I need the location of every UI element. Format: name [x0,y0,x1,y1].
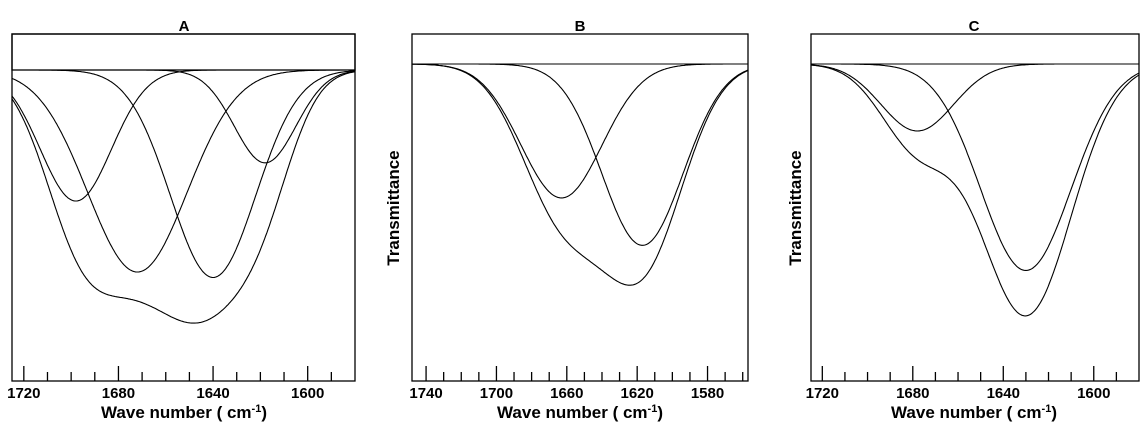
panel-c-y-axis-title: Transmittance [786,150,805,265]
panel-b-title: B [575,18,586,35]
panel-c-composite-spectrum [810,64,1140,317]
panel-a-composite-spectrum [11,71,356,324]
panel-a-plot-frame [11,33,356,382]
panel-b-y-axis-title: Transmittance [384,150,403,265]
panel-a-x-tick-label-1600: 1600 [291,385,324,402]
panel-c-plot-frame [810,33,1140,382]
panel-b-x-ticks [425,366,744,381]
panel-b: B Transmittance 1740 1700 1660 1620 1580 Wav… [384,18,749,422]
panel-b-component-band-1 [411,63,748,199]
panel-c-component-band-2 [811,63,1140,271]
panel-c-x-tick-label-1640: 1640 [987,385,1020,402]
panel-a-x-ticks [23,366,332,381]
panel-a-component-band-2 [11,69,355,273]
panel-a-x-axis-title-close: ) [261,403,267,422]
panel-c-x-tick-label-1720: 1720 [806,385,839,402]
panel-a-curves [11,69,356,324]
panel-b-x-tick-label-1620: 1620 [620,385,653,402]
panel-b-x-tick-label-1580: 1580 [691,385,724,402]
panel-b-curves [411,63,749,286]
panel-a-x-axis-title-text: Wave number ( cm [101,403,252,422]
panel-c-x-tick-label-1600: 1600 [1077,385,1110,402]
panel-a-title: A [179,18,190,35]
panel-c-curves [810,63,1140,317]
panel-a-x-tick-label-1720: 1720 [7,385,40,402]
panel-b-x-tick-label-1740: 1740 [409,385,442,402]
panel-c-title: C [969,18,980,35]
panel-a-component-band-3 [12,69,356,279]
panel-c: C Transmittance 1720 1680 1640 1600 Wave nu… [786,18,1140,422]
panel-a-x-tick-label-1640: 1640 [196,385,229,402]
panel-b-x-axis-title-text: Wave number ( cm [497,403,648,422]
panel-b-x-tick-labels: 1740 1700 1660 1620 1580 [409,385,724,402]
panel-a-x-tick-label-1680: 1680 [102,385,135,402]
panel-c-x-axis-title-sup: -1 [1042,403,1052,415]
panel-a-x-axis-title-sup: -1 [252,403,262,415]
panel-b-composite-spectrum [412,63,749,286]
panel-b-x-axis-title-close: ) [657,403,663,422]
panel-c-x-tick-labels: 1720 1680 1640 1600 [806,385,1111,402]
panel-b-x-axis-title: Wave number ( cm-1) [497,403,663,422]
panel-c-component-band-1 [810,63,1139,132]
panel-b-plot-frame [411,33,749,382]
panel-c-x-axis-title-close: ) [1051,403,1057,422]
panel-b-x-tick-label-1700: 1700 [480,385,513,402]
panel-a: A 1720 1680 1640 1600 Wave number ( cm-1) [7,18,356,422]
panel-a-x-tick-labels: 1720 1680 1640 1600 [7,385,324,402]
panel-a-component-band-4 [12,69,356,164]
panel-a-component-band-1 [11,69,355,202]
panel-c-x-tick-label-1680: 1680 [896,385,929,402]
panel-b-x-axis-title-sup: -1 [648,403,658,415]
panel-c-x-axis-title: Wave number ( cm-1) [891,403,1057,422]
panel-c-x-ticks [821,366,1118,381]
panel-a-x-axis-title: Wave number ( cm-1) [101,403,267,422]
panel-b-component-band-2 [412,63,749,246]
panel-a-top-strip [11,33,356,71]
panel-c-x-axis-title-text: Wave number ( cm [891,403,1042,422]
panel-b-x-tick-label-1660: 1660 [550,385,583,402]
